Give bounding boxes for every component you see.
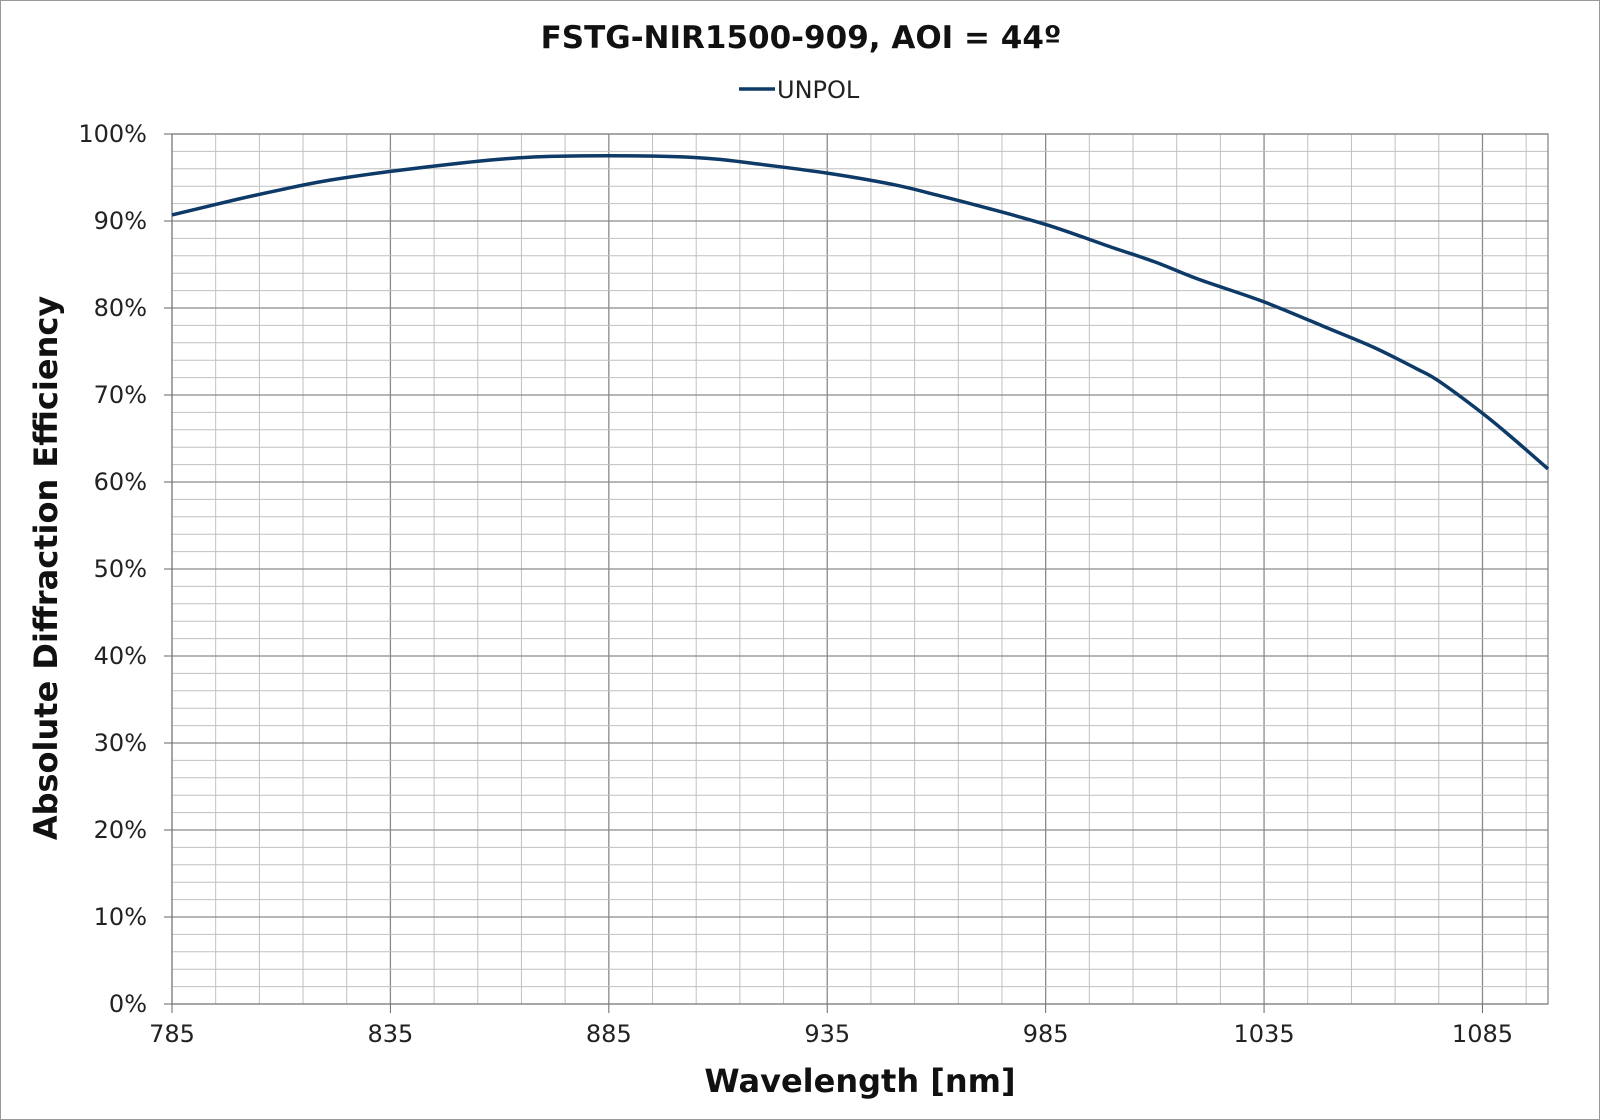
x-tick-label: 785 <box>149 1020 195 1048</box>
grid <box>171 133 1548 1005</box>
series-line-unpol <box>171 153 1550 471</box>
x-tick-label: 935 <box>804 1020 850 1048</box>
y-tick-label: 30% <box>94 729 147 757</box>
y-axis-label: Absolute Diffraction Efficiency <box>27 296 65 841</box>
x-tick-label: 1085 <box>1452 1020 1513 1048</box>
y-tick-label: 20% <box>94 816 147 844</box>
series-layer <box>171 153 1550 471</box>
y-tick-label: 80% <box>94 294 147 322</box>
y-tick-label: 50% <box>94 555 147 583</box>
y-tick-label: 60% <box>94 468 147 496</box>
legend-label-unpol: UNPOL <box>777 76 860 104</box>
x-axis-label: Wavelength [nm] <box>704 1062 1015 1100</box>
x-tick-label: 985 <box>1023 1020 1069 1048</box>
y-tick-label: 0% <box>109 990 147 1018</box>
x-tick-label: 885 <box>586 1020 632 1048</box>
y-tick-label: 10% <box>94 903 147 931</box>
y-tick-label: 40% <box>94 642 147 670</box>
ticks: 785 835 885 935 985 1035 1085 0% 10% 20% 30% 40% 50%… <box>78 120 1513 1048</box>
y-tick-label: 100% <box>78 120 147 148</box>
y-tick-label: 70% <box>94 381 147 409</box>
x-tick-label: 835 <box>368 1020 414 1048</box>
x-tick-label: 1035 <box>1234 1020 1295 1048</box>
y-tick-label: 90% <box>94 207 147 235</box>
chart-title: FSTG-NIR1500-909, AOI = 44º <box>541 20 1062 56</box>
